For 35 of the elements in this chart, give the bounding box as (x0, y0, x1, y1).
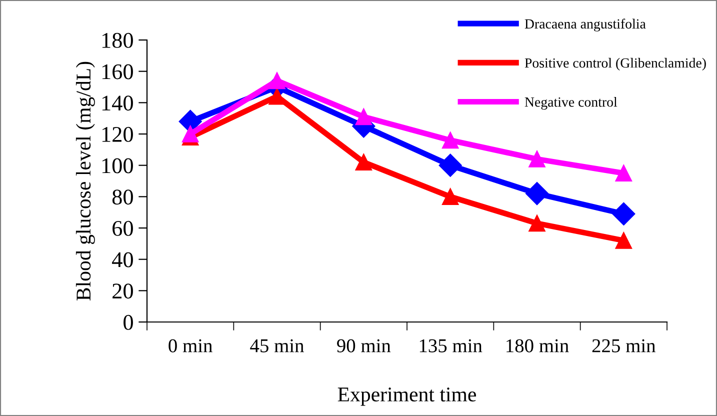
y-tick-label: 180 (102, 32, 133, 48)
point (442, 188, 459, 205)
y-tick-label: 140 (102, 96, 133, 111)
y-tick-label: 20 (112, 284, 133, 299)
point (612, 202, 636, 226)
x-tick-label: 90 min (337, 339, 391, 352)
y-tick-label: 160 (102, 64, 133, 80)
y-tick-label: 80 (112, 190, 133, 205)
legend-label: Negative control (524, 96, 618, 110)
x-tick-label: 180 min (506, 339, 569, 352)
x-tick-label: 225 min (592, 339, 656, 352)
point (442, 132, 459, 149)
y-tick-label: 40 (112, 252, 133, 268)
point (355, 108, 372, 126)
point (615, 164, 632, 182)
point (268, 88, 286, 105)
point (528, 150, 546, 168)
point (268, 72, 286, 90)
point (182, 126, 199, 142)
x-tick-label: 45 min (250, 339, 304, 352)
y-tick-label: 100 (102, 158, 133, 174)
y-tick-label: 60 (112, 220, 133, 236)
point (526, 182, 548, 206)
point (438, 154, 462, 177)
point (355, 154, 372, 171)
legend-label: Positive control (Glibenclamide) (524, 58, 706, 71)
y-tick-label: 0 (124, 314, 133, 330)
legend-label: Dracaena angustifolia (524, 18, 646, 32)
y-tick-label: 120 (102, 126, 133, 142)
x-axis-title: Experiment time (338, 388, 476, 406)
point (615, 232, 632, 249)
point (528, 214, 546, 232)
y-axis-title: Blood glucose level (mg/dL) (76, 62, 95, 300)
x-tick-label: 135 min (420, 339, 482, 352)
x-tick-label: 0 min (168, 339, 212, 352)
